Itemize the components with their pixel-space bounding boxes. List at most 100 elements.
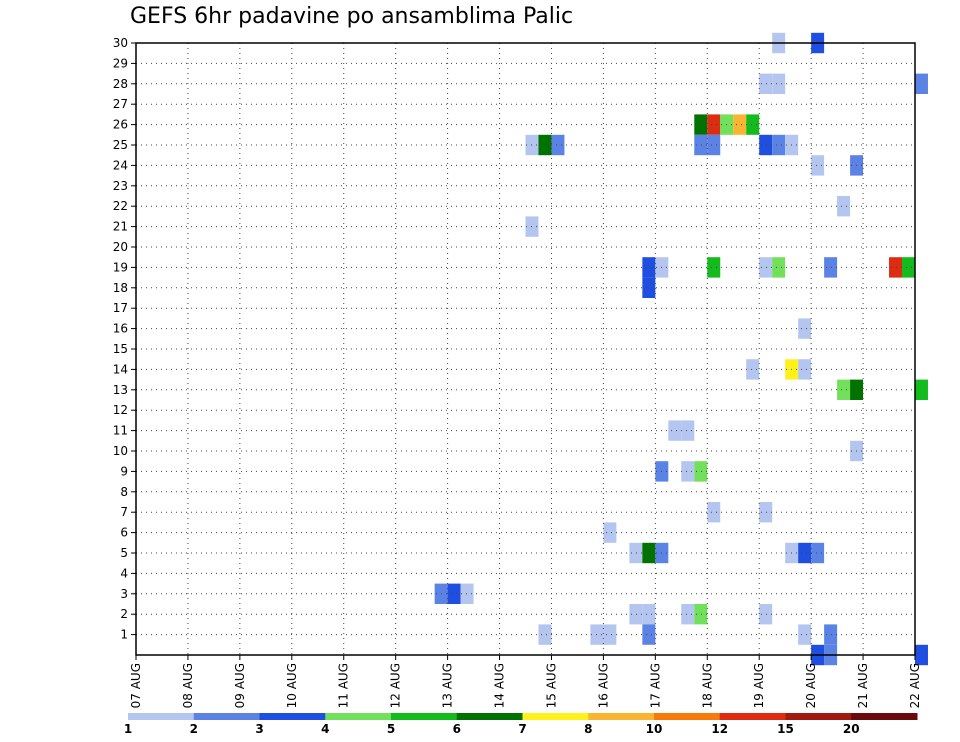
colorbar-swatch [128,713,195,720]
heatmap-cell [642,604,656,625]
heatmap-cell [798,359,812,380]
chart-title: GEFS 6hr padavine po ansamblima Palic [130,4,574,29]
y-tick-label: 5 [120,546,128,560]
y-tick-label: 28 [113,77,128,91]
x-tick-label: 19 AUG [752,663,766,708]
x-tick-label: 09 AUG [233,663,247,708]
y-tick-label: 13 [113,383,128,397]
y-tick-label: 29 [113,56,128,70]
heatmap-cell [759,502,773,523]
heatmap-cell [707,257,721,278]
heatmap-cell [681,604,695,625]
heatmap-cell [889,257,903,278]
x-tick-label: 21 AUG [856,663,870,708]
colorbar-swatch [522,713,589,720]
x-tick-label: 10 AUG [285,663,299,708]
heatmap-cell [798,542,812,564]
y-tick-label: 9 [120,464,128,478]
heatmap-cell [798,624,812,645]
heatmap-cell [811,155,825,176]
colorbar-label: 5 [387,722,395,736]
heatmap-cell [759,134,773,156]
y-tick-label: 6 [120,526,128,540]
colorbar: 1 2 3 4 5 6 7 8 10 12 15 20 [124,713,918,736]
x-tick-label: 14 AUG [493,663,507,708]
heatmap-cell [772,257,786,278]
colorbar-label: 6 [453,722,461,736]
y-tick-label: 24 [113,158,128,172]
colorbar-swatch [654,713,721,720]
colorbar-label: 15 [777,722,794,736]
x-tick-label: 08 AUG [181,663,195,708]
heatmap-cell [642,542,656,564]
y-axis: 1234567891011121314151617181920212223242… [113,36,136,642]
heatmap-cell [707,502,721,523]
x-tick-label: 16 AUG [596,663,610,708]
heatmap-cell [759,73,773,94]
heatmap-cell [746,114,760,135]
heatmap-cell [746,359,760,380]
y-tick-label: 12 [113,403,128,417]
y-tick-label: 26 [113,118,128,132]
grid-lines [135,42,916,655]
heatmap-cell [915,73,928,94]
heatmap-cells [434,32,928,666]
colorbar-label: 4 [321,722,329,736]
colorbar-label: 3 [255,722,263,736]
colorbar-swatch [588,713,655,720]
x-tick-label: 12 AUG [389,663,403,708]
heatmap-cell [759,257,773,278]
heatmap-cell [733,114,747,135]
y-tick-label: 20 [113,240,128,254]
y-tick-label: 1 [120,628,128,642]
x-tick-label: 20 AUG [804,663,818,708]
y-tick-label: 30 [113,36,128,50]
colorbar-swatch [259,713,326,720]
y-tick-label: 15 [113,342,128,356]
y-tick-label: 14 [113,362,128,376]
colorbar-label: 12 [711,722,728,736]
y-tick-label: 8 [120,485,128,499]
heatmap-cell [642,257,656,278]
heatmap-cell [915,379,928,400]
colorbar-label: 2 [190,722,198,736]
heatmap-cell [824,624,838,645]
colorbar-label: 8 [584,722,592,736]
heatmap-cell [642,277,656,298]
y-tick-label: 16 [113,322,128,336]
x-tick-label: 07 AUG [129,663,143,708]
heatmap-cell [551,134,565,156]
colorbar-swatch [456,713,523,720]
heatmap-cell [707,134,721,156]
x-tick-label: 11 AUG [337,663,351,708]
heatmap-cell [772,134,786,156]
y-tick-label: 17 [113,301,128,315]
heatmap-cell [707,114,721,135]
x-tick-label: 22 AUG [908,663,922,708]
heatmap-cell [694,604,708,625]
heatmap-cell [902,257,915,278]
heatmap-cell [759,604,773,625]
heatmap-cell [772,73,786,94]
colorbar-swatch [325,713,392,720]
y-tick-label: 3 [120,587,128,601]
colorbar-label: 10 [646,722,663,736]
y-tick-label: 23 [113,179,128,193]
heatmap-cell [694,134,708,156]
x-axis: 07 AUG 08 AUG 09 AUG 10 AUG 11 AUG 12 AUG 13 A… [129,655,922,708]
y-tick-label: 22 [113,199,128,213]
y-tick-label: 19 [113,260,128,274]
y-tick-label: 7 [120,505,128,519]
heatmap-cell [824,257,838,278]
heatmap-cell [629,542,643,564]
heatmap-cell [538,624,552,645]
heatmap-cell [837,379,851,400]
y-tick-label: 11 [113,424,128,438]
y-tick-label: 4 [120,566,128,580]
x-tick-label: 15 AUG [544,663,558,708]
heatmap-cell [681,420,695,441]
colorbar-swatch [193,713,260,720]
heatmap-cell [642,624,656,645]
heatmap-cell [603,624,617,645]
